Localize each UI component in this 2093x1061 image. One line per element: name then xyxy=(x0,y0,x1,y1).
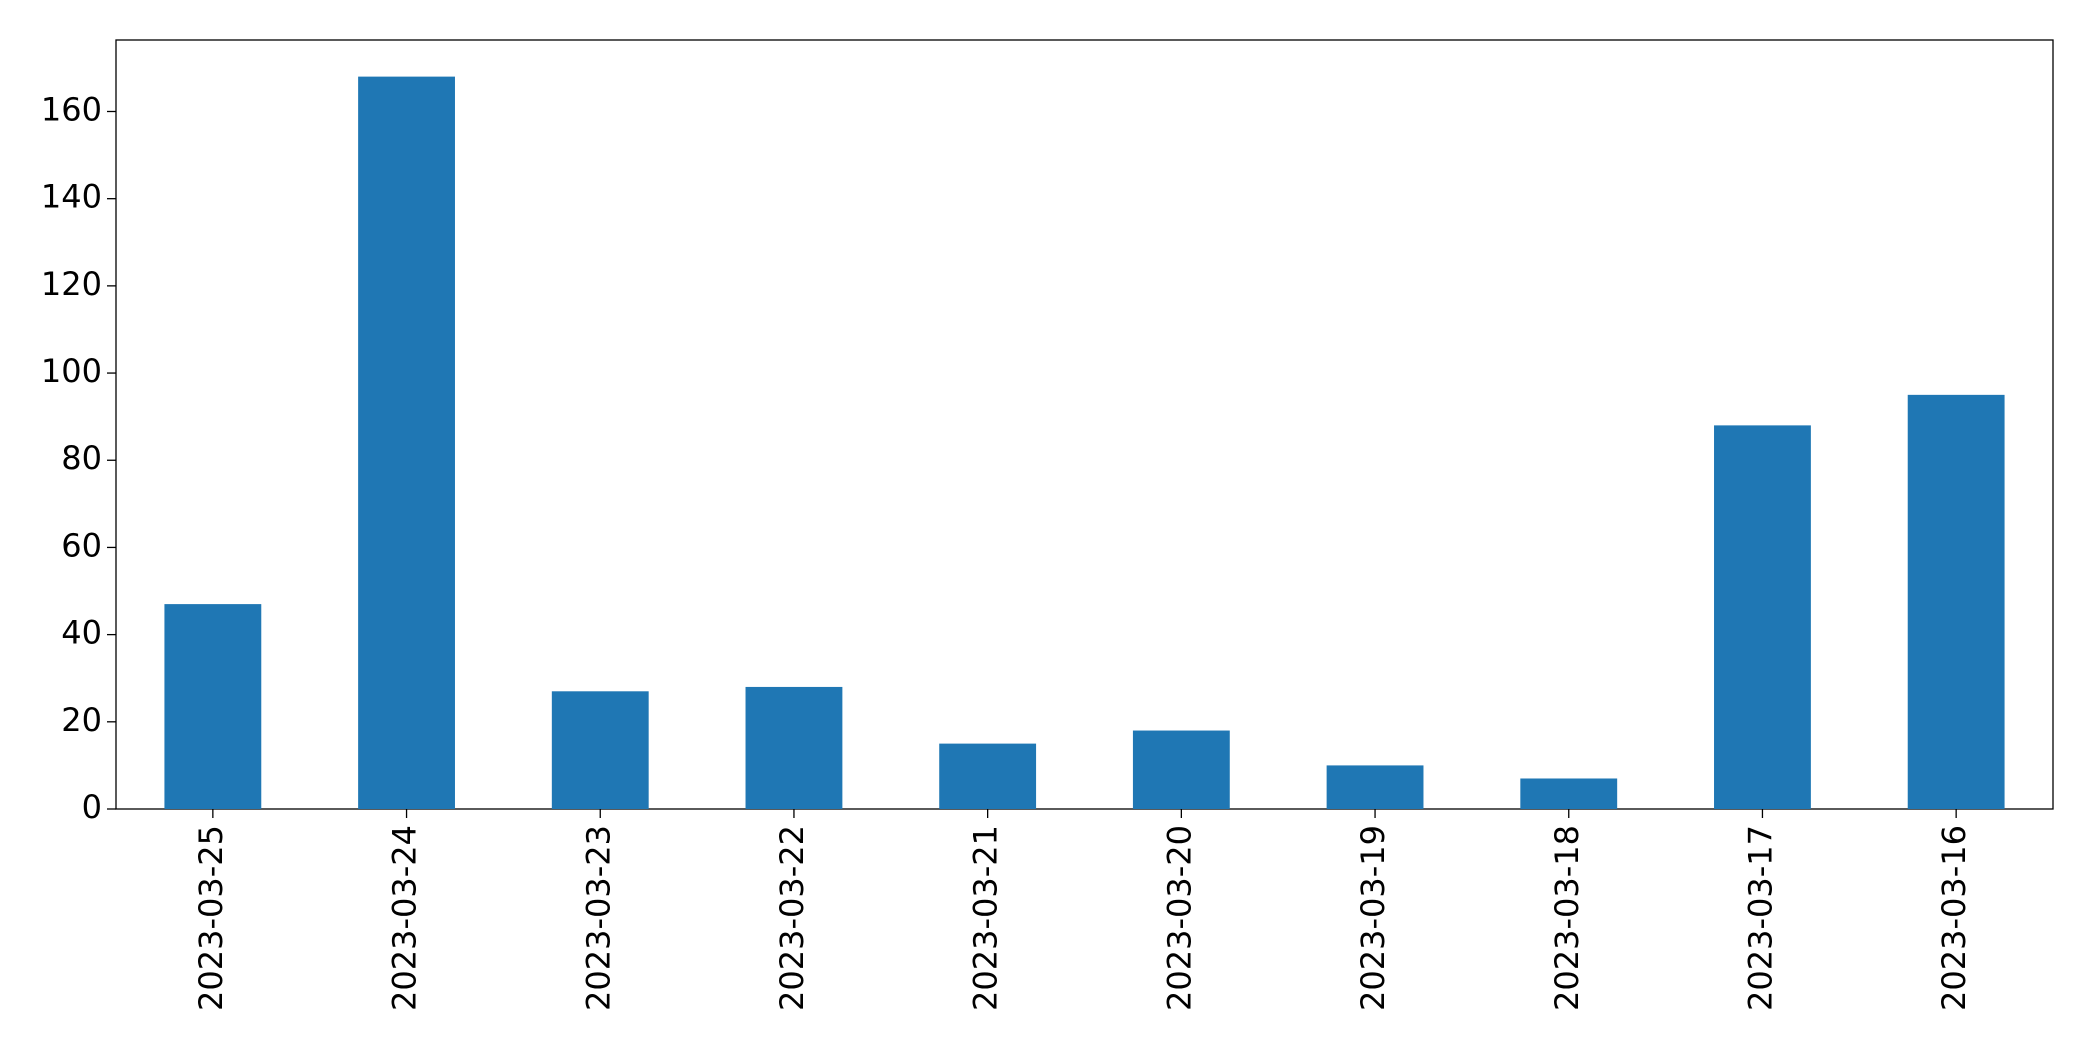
x-tick-label: 2023-03-25 xyxy=(192,825,230,1011)
bar xyxy=(1714,425,1811,809)
y-tick-label: 40 xyxy=(61,614,102,652)
bar xyxy=(358,76,455,810)
bar xyxy=(551,691,649,809)
bar xyxy=(1326,765,1424,809)
y-tick-label: 20 xyxy=(61,701,102,739)
bar xyxy=(745,686,843,809)
y-tick-label: 60 xyxy=(61,526,102,564)
y-tick-label: 100 xyxy=(41,352,102,390)
y-tick-label: 140 xyxy=(41,178,102,216)
x-tick-label: 2023-03-23 xyxy=(579,825,617,1011)
bar xyxy=(1907,394,2005,809)
x-tick-label: 2023-03-20 xyxy=(1160,825,1198,1011)
bar xyxy=(164,604,262,809)
x-tick-label: 2023-03-21 xyxy=(967,825,1005,1011)
y-tick-label: 0 xyxy=(82,788,102,826)
x-tick-label: 2023-03-18 xyxy=(1548,825,1586,1011)
bar xyxy=(1520,778,1618,809)
x-tick-label: 2023-03-19 xyxy=(1354,825,1392,1011)
bar xyxy=(939,743,1037,809)
plot-frame xyxy=(115,39,2054,810)
y-tick-label: 80 xyxy=(61,439,102,477)
bar xyxy=(1132,730,1230,809)
y-tick-label: 160 xyxy=(41,90,102,128)
x-tick-label: 2023-03-24 xyxy=(386,825,424,1011)
x-tick-label: 2023-03-17 xyxy=(1741,825,1779,1011)
x-tick-label: 2023-03-16 xyxy=(1935,825,1973,1011)
y-tick-label: 120 xyxy=(41,265,102,303)
x-tick-label: 2023-03-22 xyxy=(773,825,811,1011)
